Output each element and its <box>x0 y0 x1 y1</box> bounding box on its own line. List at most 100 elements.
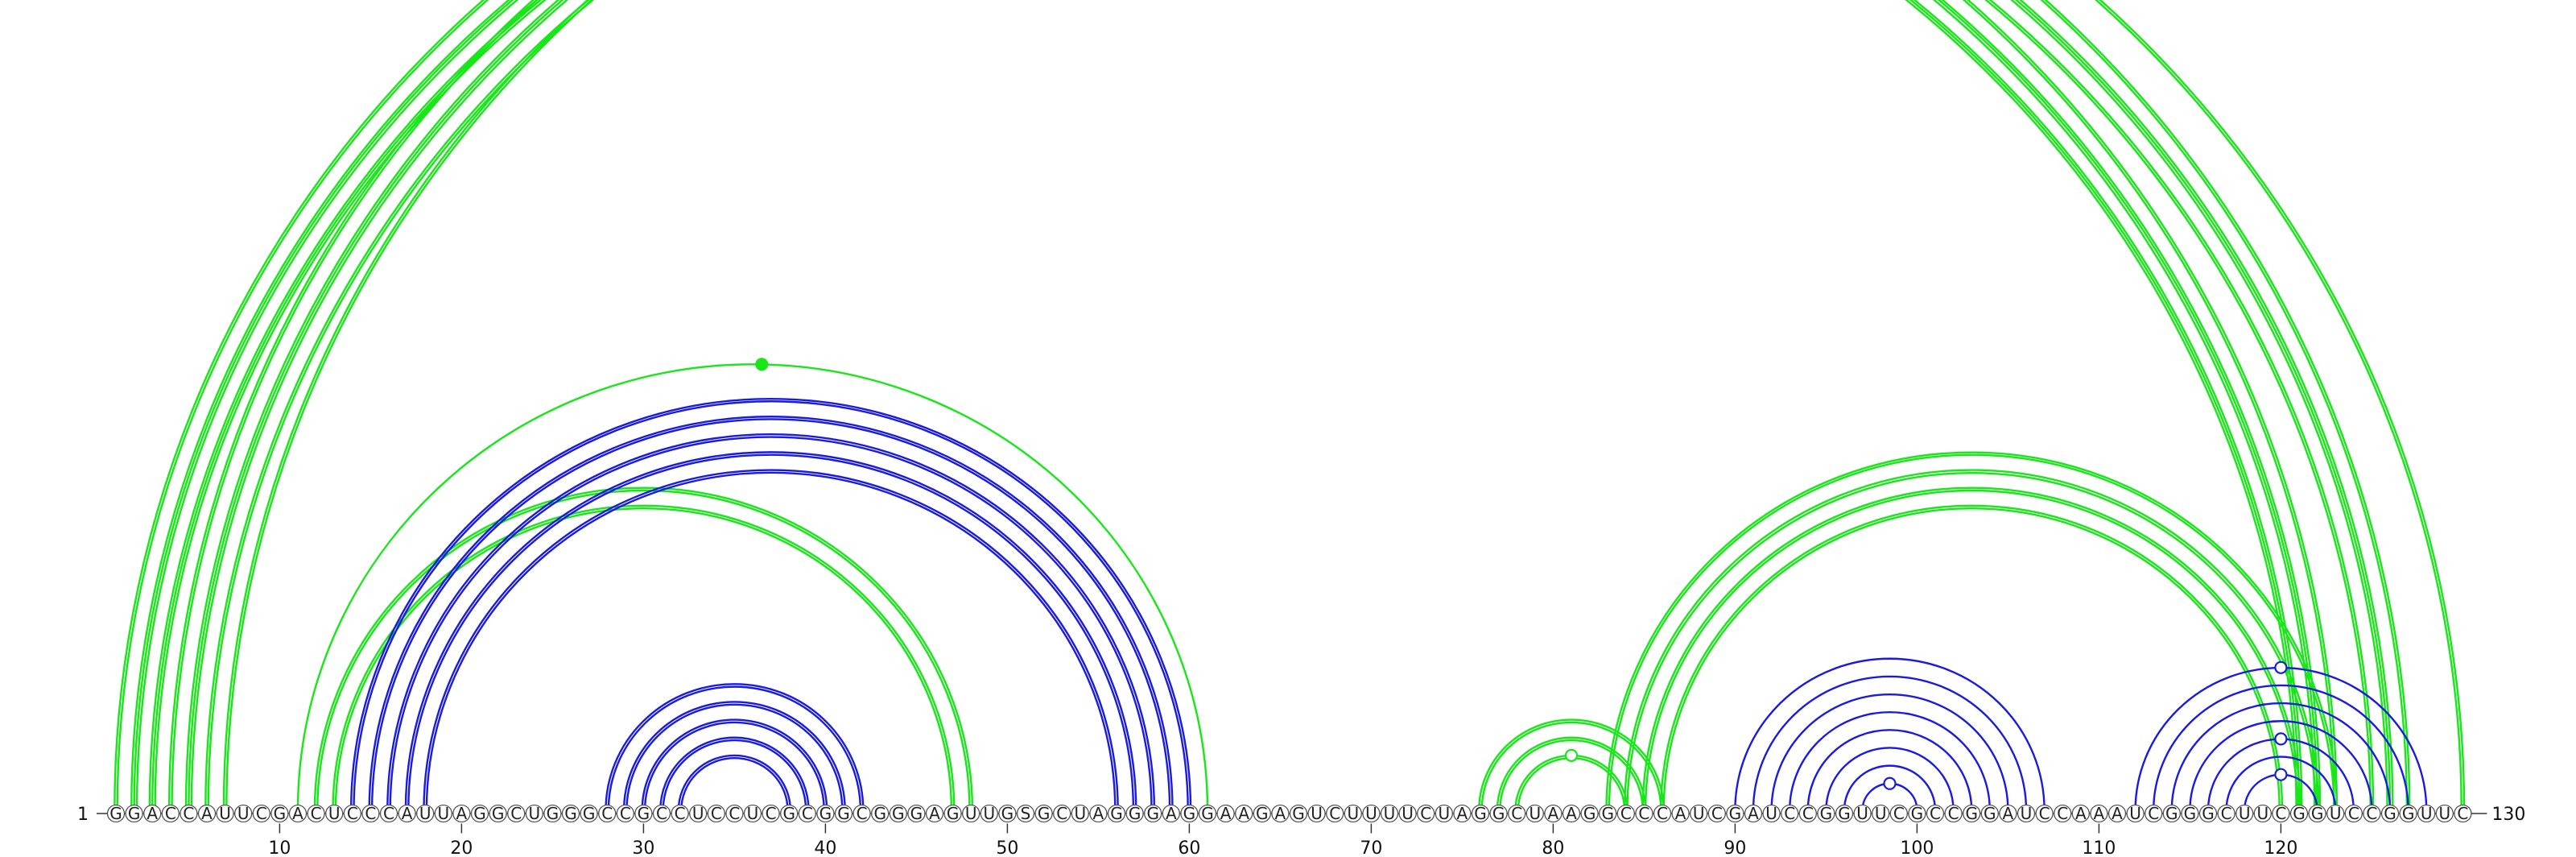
nucleotide: S <box>1016 804 1035 823</box>
nucleotide-circle <box>1908 804 1926 823</box>
nucleotide-letter: G <box>873 804 886 823</box>
nucleotide-letter: C <box>2366 804 2377 823</box>
nucleotide: G <box>1144 804 1162 823</box>
nucleotide: G <box>1599 804 1617 823</box>
nucleotide-letter: C <box>256 804 267 823</box>
nucleotide-letter: U <box>1438 804 1450 823</box>
nucleotide-circle <box>1835 804 1854 823</box>
nucleotide-circle <box>434 804 452 823</box>
nucleotide: C <box>1926 804 1945 823</box>
nucleotide-letter: U <box>419 804 431 823</box>
base-pair-arc <box>677 754 792 811</box>
nucleotide: G <box>816 804 835 823</box>
nucleotide-circle <box>1198 804 1217 823</box>
base-pair-arc <box>662 739 807 811</box>
tick-label: 90 <box>1724 838 1746 857</box>
nucleotide: U <box>325 804 344 823</box>
base-pair-arc <box>190 0 2388 811</box>
nucleotide: C <box>762 804 780 823</box>
nucleotide-circle <box>1944 804 1963 823</box>
nucleotide-letter: G <box>2311 804 2324 823</box>
nucleotide: G <box>489 804 507 823</box>
nucleotide: G <box>270 804 289 823</box>
nucleotide: U <box>1435 804 1453 823</box>
nucleotide-circle <box>1162 804 1180 823</box>
nucleotide-letter: U <box>1311 804 1323 823</box>
nucleotide: U <box>416 804 435 823</box>
nucleotide: C <box>1508 804 1526 823</box>
nucleotide-letter: C <box>2057 804 2068 823</box>
base-pair-arc <box>1770 693 2009 811</box>
axis-tick: 70 <box>1360 823 1382 857</box>
nucleotide-letter: U <box>1384 804 1396 823</box>
nucleotide-circle <box>2380 804 2400 823</box>
base-pair-arc <box>130 0 2322 811</box>
nucleotide-circle <box>1562 804 1581 823</box>
nucleotide-letter: U <box>2256 804 2268 823</box>
nucleotide: C <box>725 804 744 823</box>
nucleotide-letter: C <box>857 804 868 823</box>
nucleotide: A <box>1999 804 2017 823</box>
nucleotide-letter: U <box>2129 804 2141 823</box>
nucleotide-circle <box>1435 804 1453 823</box>
nucleotide-letter: G <box>583 804 596 823</box>
nucleotide-circle <box>180 804 198 823</box>
nucleotide-letter: A <box>1748 804 1759 823</box>
nucleotide-circle <box>2145 804 2163 823</box>
nucleotide-letter: G <box>1292 804 1305 823</box>
nucleotide-letter: A <box>1220 804 1232 823</box>
axis-tick: 40 <box>814 823 836 857</box>
nucleotide-circle <box>580 804 598 823</box>
tick-label: 110 <box>2082 838 2116 857</box>
nucleotide-circle <box>1180 804 1199 823</box>
nucleotide: A <box>1744 804 1763 823</box>
nucleotide: G <box>943 804 962 823</box>
base-pair-arc <box>188 0 2392 811</box>
nucleotide-letter: A <box>1548 804 1559 823</box>
nucleotide-circle <box>143 804 162 823</box>
nucleotide-letter: U <box>747 804 759 823</box>
axis-tick: 10 <box>268 823 291 857</box>
nucleotide: C <box>671 804 689 823</box>
nucleotide-letter: U <box>692 804 704 823</box>
nucleotide-letter: S <box>1021 804 1031 823</box>
nucleotide-letter: C <box>729 804 740 823</box>
nucleotide-letter: U <box>1856 804 1868 823</box>
nucleotide-circle <box>2326 804 2345 823</box>
nucleotide: G <box>580 804 598 823</box>
nucleotide: G <box>998 804 1017 823</box>
nucleotide-circle <box>1326 804 1344 823</box>
nucleotide: C <box>2344 804 2363 823</box>
nucleotide-letter: U <box>1765 804 1777 823</box>
nucleotide-circle <box>2253 804 2272 823</box>
nucleotide-letter: C <box>2039 804 2050 823</box>
nucleotide-circle <box>707 804 725 823</box>
base-pair-arc <box>313 486 974 811</box>
nucleotide-circle <box>1144 804 1162 823</box>
nucleotide-circle <box>1053 804 1071 823</box>
nucleotide: C <box>361 804 380 823</box>
nucleotide: U <box>689 804 708 823</box>
nucleotide: C <box>598 804 617 823</box>
nucleotide-circle <box>1544 804 1563 823</box>
base-pair-arc <box>207 0 2372 811</box>
nucleotide-circle <box>1253 804 1271 823</box>
nucleotide-circle <box>1963 804 1981 823</box>
nucleotide-letter: C <box>1638 804 1649 823</box>
nucleotide-letter: C <box>711 804 722 823</box>
nucleotide-circle <box>543 804 562 823</box>
nucleotide-circle <box>1926 804 1945 823</box>
nucleotide: A <box>288 804 308 823</box>
nucleotide-letter: C <box>1893 804 1905 823</box>
nucleotide-circle <box>1398 804 1417 823</box>
base-pair-arc <box>1789 711 1991 811</box>
nucleotide-letter: C <box>2275 804 2286 823</box>
nucleotide: A <box>2090 804 2108 823</box>
base-pair-arc <box>154 0 2297 811</box>
base-pair-arc <box>167 0 2411 811</box>
nucleotide-circle <box>743 804 762 823</box>
base-pair-arc <box>643 721 825 811</box>
nucleotide-letter: G <box>128 804 141 823</box>
nucleotide-letter: C <box>383 804 394 823</box>
